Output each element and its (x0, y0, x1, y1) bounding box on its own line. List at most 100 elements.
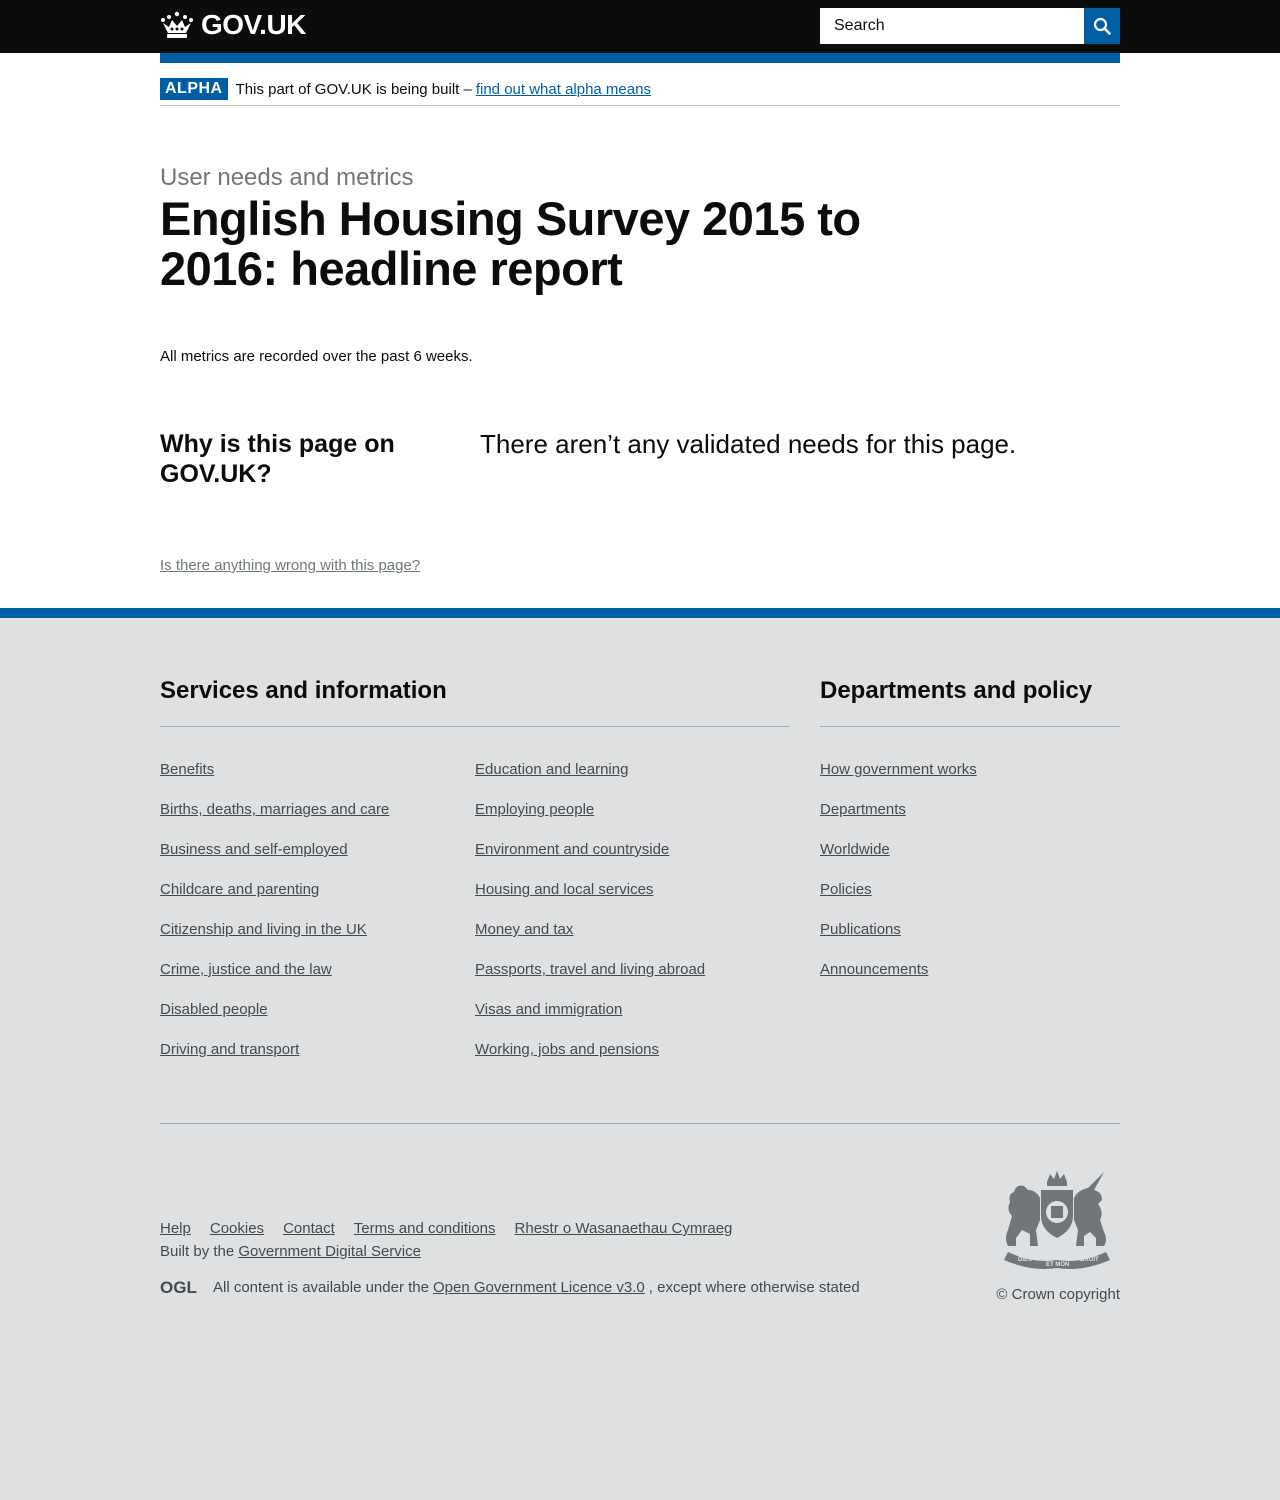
list-item: Births, deaths, marriages and care (160, 801, 475, 841)
departments-links: How government works Departments Worldwi… (820, 727, 1120, 1001)
govuk-home-link[interactable]: GOV.UK (160, 9, 306, 41)
licence-link[interactable]: Open Government Licence v3.0 (432, 1278, 645, 1296)
list-item: Driving and transport (160, 1041, 475, 1081)
page-caption: User needs and metrics (160, 164, 414, 191)
footer-link-how-government-works[interactable]: How government works (820, 761, 977, 778)
list-item: Policies (820, 881, 1120, 921)
search-input[interactable] (820, 8, 1084, 44)
footer-link-terms[interactable]: Terms and conditions (353, 1220, 496, 1237)
list-item: Disabled people (160, 1001, 475, 1041)
user-needs-section: Why is this page on GOV.UK? There aren’t… (160, 429, 1120, 489)
footer-link-working[interactable]: Working, jobs and pensions (475, 1041, 659, 1058)
logo-text: GOV.UK (201, 9, 306, 40)
footer-link-departments[interactable]: Departments (820, 801, 906, 818)
services-section: Services and information Benefits Births… (160, 676, 790, 1081)
list-item: How government works (820, 761, 1120, 801)
footer-divider (160, 1123, 1120, 1124)
crown-icon (161, 11, 193, 38)
report-problem-link[interactable]: Is there anything wrong with this page? (160, 557, 421, 574)
footer-link-visas[interactable]: Visas and immigration (475, 1001, 623, 1018)
footer-link-business[interactable]: Business and self-employed (160, 841, 348, 858)
list-item: Working, jobs and pensions (475, 1041, 790, 1081)
footer-meta-left: Help Cookies Contact Terms and condition… (160, 1168, 860, 1303)
list-item: Housing and local services (475, 881, 790, 921)
list-item: Visas and immigration (475, 1001, 790, 1041)
list-item: Citizenship and living in the UK (160, 921, 475, 961)
main-content: User needs and metrics English Housing S… (160, 164, 1120, 608)
phase-link[interactable]: find out what alpha means (475, 80, 651, 98)
page-content: GOV.UK ALPHA This part of GOV.UK is bein… (0, 0, 1280, 608)
services-column-2: Education and learning Employing people … (475, 761, 790, 1081)
footer-link-money[interactable]: Money and tax (475, 921, 574, 938)
phase-tag: ALPHA (160, 78, 228, 100)
footer-link-benefits[interactable]: Benefits (160, 761, 215, 778)
list-item: Passports, travel and living abroad (475, 961, 790, 1001)
footer-link-policies[interactable]: Policies (820, 881, 872, 898)
departments-section: Departments and policy How government wo… (820, 676, 1120, 1081)
footer-navigation: Services and information Benefits Births… (160, 618, 1120, 1081)
licence-suffix: , except where otherwise stated (648, 1278, 860, 1296)
crest-motto-2: ET MON (1046, 1262, 1069, 1268)
list-item: Education and learning (475, 761, 790, 801)
site-footer: Services and information Benefits Births… (0, 618, 1280, 1303)
services-heading: Services and information (160, 676, 790, 727)
list-item: Worldwide (820, 841, 1120, 881)
footer-link-passports[interactable]: Passports, travel and living abroad (475, 961, 706, 978)
list-item: Business and self-employed (160, 841, 475, 881)
header-inner: GOV.UK (160, 0, 1120, 53)
ogl-icon: OGL (160, 1278, 197, 1296)
footer-link-crime[interactable]: Crime, justice and the law (160, 961, 332, 978)
built-by: Built by the Government Digital Service (160, 1243, 860, 1260)
footer-link-publications[interactable]: Publications (820, 921, 901, 938)
list-item: Publications (820, 921, 1120, 961)
site-header: GOV.UK (0, 0, 1280, 53)
list-item: Announcements (820, 961, 1120, 1001)
page-title: English Housing Survey 2015 to 2016: hea… (160, 192, 861, 295)
footer-link-employing[interactable]: Employing people (475, 801, 595, 818)
phase-text: This part of GOV.UK is being built – (235, 80, 472, 98)
footer-container: Services and information Benefits Births… (160, 618, 1120, 1303)
phase-banner: ALPHA This part of GOV.UK is being built… (160, 63, 1120, 106)
crest-motto-3: DROIT (1080, 1257, 1099, 1263)
list-item: Money and tax (475, 921, 790, 961)
footer-link-housing[interactable]: Housing and local services (475, 881, 654, 898)
footer-link-worldwide[interactable]: Worldwide (820, 841, 890, 858)
footer-link-announcements[interactable]: Announcements (820, 961, 929, 978)
services-links: Benefits Births, deaths, marriages and c… (160, 727, 790, 1081)
footer-link-education[interactable]: Education and learning (475, 761, 629, 778)
footer-link-births[interactable]: Births, deaths, marriages and care (160, 801, 390, 818)
footer-link-disabled[interactable]: Disabled people (160, 1001, 268, 1018)
list-item: Childcare and parenting (160, 881, 475, 921)
departments-heading: Departments and policy (820, 676, 1120, 727)
footer-meta: Help Cookies Contact Terms and condition… (160, 1168, 1120, 1303)
licence-statement: OGL All content is available under the O… (160, 1278, 860, 1296)
list-item: Departments (820, 801, 1120, 841)
footer-link-cookies[interactable]: Cookies (209, 1220, 265, 1237)
search-form (820, 8, 1120, 44)
gds-link[interactable]: Government Digital Service (238, 1243, 421, 1260)
list-item: Environment and countryside (475, 841, 790, 881)
search-button[interactable] (1084, 8, 1120, 44)
footer-link-childcare[interactable]: Childcare and parenting (160, 881, 320, 898)
main-container: ALPHA This part of GOV.UK is being built… (160, 63, 1120, 608)
footer-link-help[interactable]: Help (160, 1220, 191, 1237)
footer-meta-right: DIEU ET MON DROIT © Crown copyright (994, 1168, 1120, 1303)
services-column-1: Benefits Births, deaths, marriages and c… (160, 761, 475, 1081)
header-accent-bar (160, 53, 1120, 63)
royal-coat-of-arms-icon: DIEU ET MON DROIT (1004, 1171, 1110, 1269)
metrics-note: All metrics are recorded over the past 6… (160, 348, 473, 365)
needs-text: There aren’t any validated needs for thi… (480, 429, 1017, 459)
footer-link-environment[interactable]: Environment and countryside (475, 841, 670, 858)
footer-link-driving[interactable]: Driving and transport (160, 1041, 300, 1058)
footer-link-contact[interactable]: Contact (283, 1220, 335, 1237)
footer-link-citizenship[interactable]: Citizenship and living in the UK (160, 921, 367, 938)
footer-meta-links: Help Cookies Contact Terms and condition… (160, 1220, 860, 1237)
needs-heading: Why is this page on GOV.UK? (160, 430, 395, 488)
footer-accent-bar (0, 608, 1280, 618)
licence-prefix: All content is available under the (213, 1278, 429, 1296)
crown-copyright-link[interactable]: © Crown copyright (996, 1286, 1120, 1303)
footer-link-welsh[interactable]: Rhestr o Wasanaethau Cymraeg (514, 1220, 733, 1237)
built-by-prefix: Built by the (160, 1243, 235, 1260)
list-item: Crime, justice and the law (160, 961, 475, 1001)
ogl-logo-text: OGL (160, 1278, 197, 1296)
